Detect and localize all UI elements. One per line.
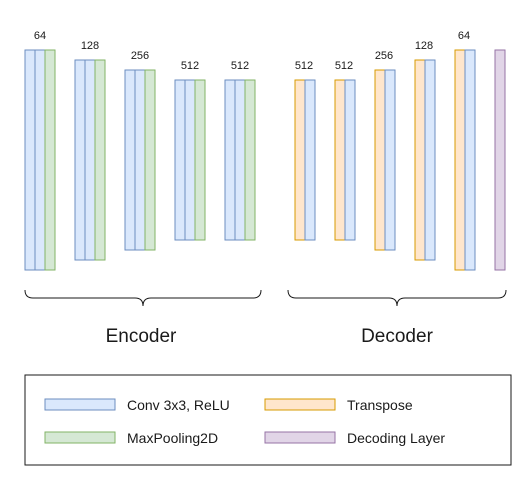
decoder-block-1-transpose-layer-1: [294, 79, 306, 241]
decoder-block-3-transpose-layer-1: [374, 69, 386, 251]
decoder-block-5-transpose-layer-1: [454, 49, 466, 271]
encoder-block-2-conv-layer-1: [74, 59, 86, 261]
decoder-block-3-label: 256: [375, 50, 393, 62]
legend-pool-label: MaxPooling2D: [127, 430, 218, 446]
encoder-block-4-pool-layer-3: [194, 79, 206, 241]
decoder-block-2-transpose-layer-1: [334, 79, 346, 241]
decoder-block-1-label: 512: [295, 60, 313, 72]
encoder-block-3-conv-layer-2: [134, 69, 146, 251]
decoder-block-2-label: 512: [335, 60, 353, 72]
layer-bars: [24, 49, 506, 271]
encoder-block-5-conv-layer-1: [224, 79, 236, 241]
encoder-block-1-conv-layer-2: [34, 49, 46, 271]
decoder-block-5-conv-layer-2: [464, 49, 476, 271]
legend-decoding-label: Decoding Layer: [347, 430, 445, 446]
encoder-block-3-pool-layer-3: [144, 69, 156, 251]
legend-pool-swatch: [44, 431, 116, 444]
encoder-block-4-label: 512: [181, 60, 199, 72]
decoder-block-4-transpose-layer-1: [414, 59, 426, 261]
legend-box: [24, 374, 512, 466]
decoder-block-6-decoding-layer-1: [494, 49, 506, 271]
decoder-label: Decoder: [361, 326, 433, 347]
encoder-block-4-conv-layer-1: [174, 79, 186, 241]
encoder-block-2-label: 128: [81, 40, 99, 52]
legend-transpose-label: Transpose: [347, 397, 413, 413]
encoder-block-1-conv-layer-1: [24, 49, 36, 271]
legend-conv-label: Conv 3x3, ReLU: [127, 397, 230, 413]
encoder-label: Encoder: [106, 326, 177, 347]
encoder-block-3-conv-layer-1: [124, 69, 136, 251]
encoder-block-2-conv-layer-2: [84, 59, 96, 261]
decoder-brace: [287, 289, 507, 307]
encoder-block-2-pool-layer-3: [94, 59, 106, 261]
encoder-block-3-label: 256: [131, 50, 149, 62]
encoder-block-1-label: 64: [34, 30, 46, 42]
legend-transpose-swatch: [264, 398, 336, 411]
encoder-brace: [24, 289, 262, 307]
encoder-block-4-conv-layer-2: [184, 79, 196, 241]
decoder-block-4-conv-layer-2: [424, 59, 436, 261]
decoder-block-1-conv-layer-2: [304, 79, 316, 241]
decoder-block-2-conv-layer-2: [344, 79, 356, 241]
decoder-block-3-conv-layer-2: [384, 69, 396, 251]
legend-conv-swatch: [44, 398, 116, 411]
decoder-block-4-label: 128: [415, 40, 433, 52]
legend-decoding-swatch: [264, 431, 336, 444]
encoder-block-5-pool-layer-3: [244, 79, 256, 241]
encoder-block-1-pool-layer-3: [44, 49, 56, 271]
decoder-block-5-label: 64: [458, 30, 470, 42]
encoder-block-5-conv-layer-2: [234, 79, 246, 241]
encoder-block-5-label: 512: [231, 60, 249, 72]
